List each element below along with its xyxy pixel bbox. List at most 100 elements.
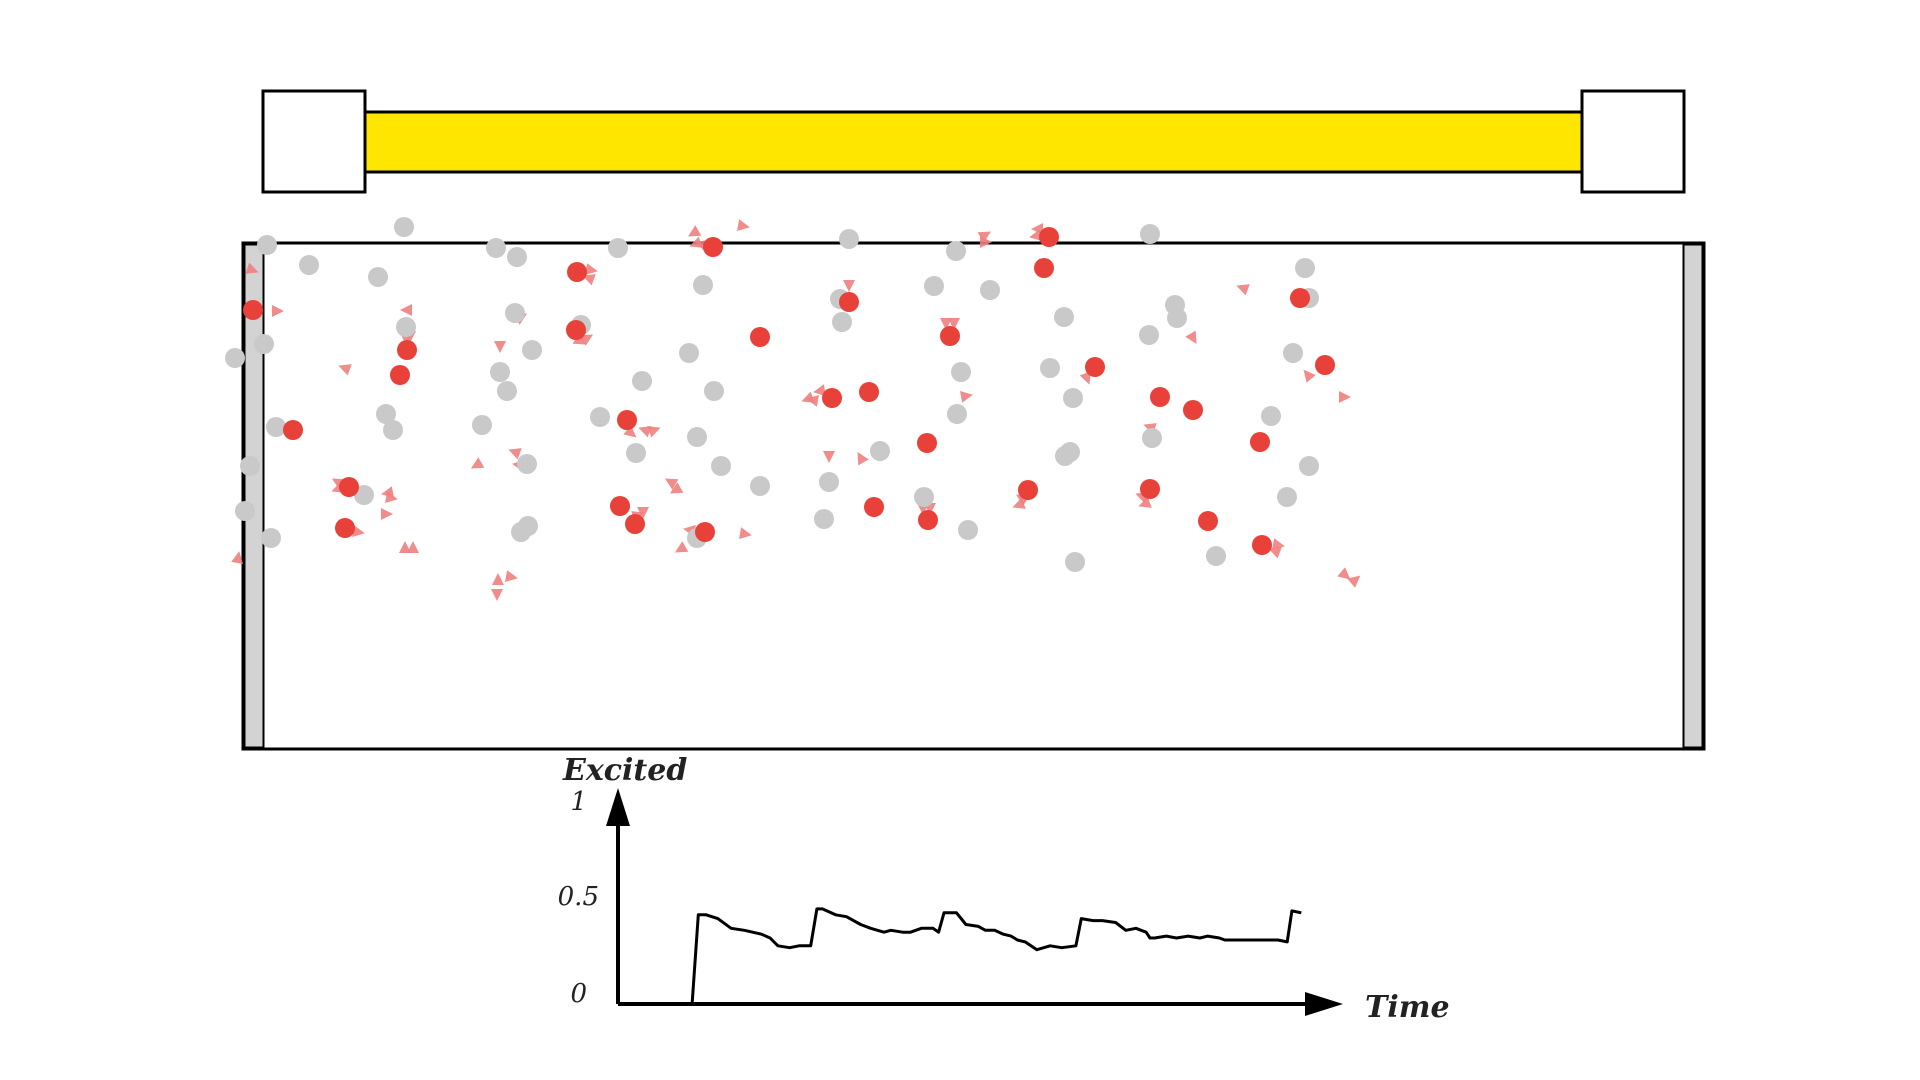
photon-marker	[399, 541, 411, 553]
excited-state-particle	[283, 420, 303, 440]
ground-state-particle	[687, 427, 707, 447]
excited-state-particle	[1018, 480, 1038, 500]
photon-marker	[664, 478, 679, 490]
excited-state-particle	[703, 237, 723, 257]
excited-state-particle	[1252, 535, 1272, 555]
ground-state-particle	[472, 415, 492, 435]
photon-marker	[960, 390, 973, 403]
excited-state-particle	[1290, 288, 1310, 308]
photon-marker	[1012, 497, 1026, 509]
excited-state-particle	[566, 320, 586, 340]
excited-state-particle	[750, 327, 770, 347]
ground-state-particle	[507, 247, 527, 267]
excited-state-particle	[1250, 432, 1270, 452]
photon-marker	[492, 573, 504, 585]
excited-state-particle	[610, 496, 630, 516]
photon-marker	[1347, 575, 1361, 588]
gain-chamber	[225, 217, 1706, 751]
ground-state-particle	[261, 528, 281, 548]
ground-state-particle	[486, 238, 506, 258]
photon-marker	[579, 334, 594, 346]
excited-state-particle	[1039, 227, 1059, 247]
ground-state-particle	[608, 238, 628, 258]
photon-marker	[385, 491, 398, 504]
photon-marker	[647, 426, 661, 438]
photon-marker	[1337, 567, 1351, 580]
ground-state-particle	[1295, 258, 1315, 278]
ground-state-particle	[924, 276, 944, 296]
photon-marker	[1339, 391, 1351, 403]
y-tick-label-bottom: 0	[570, 979, 587, 1009]
excited-state-particles	[243, 227, 1335, 555]
photon-marker	[737, 219, 750, 232]
excited-state-particle	[822, 388, 842, 408]
photon-marker	[623, 425, 637, 438]
ground-state-particle	[632, 371, 652, 391]
photon-marker	[948, 318, 960, 330]
excited-state-particle	[864, 497, 884, 517]
photon-marker	[977, 231, 992, 243]
excited-state-particle	[625, 514, 645, 534]
excited-state-particle	[917, 433, 937, 453]
excited-state-particle	[617, 410, 637, 430]
excited-state-particle	[1315, 355, 1335, 375]
ground-state-particle	[590, 407, 610, 427]
ground-state-particle	[383, 420, 403, 440]
ground-state-particle	[914, 487, 934, 507]
ground-state-particle	[511, 522, 531, 542]
ground-state-particle	[490, 362, 510, 382]
chamber-box	[241, 241, 1706, 751]
excited-state-particle	[1085, 357, 1105, 377]
ground-state-particle	[1142, 428, 1162, 448]
ground-state-particle	[396, 317, 416, 337]
excited-state-particle	[1198, 511, 1218, 531]
photon-marker	[1138, 496, 1152, 508]
photon-marker	[491, 589, 503, 601]
excited-state-particle	[1150, 387, 1170, 407]
excited-state-particle	[859, 382, 879, 402]
ground-state-particle	[711, 456, 731, 476]
excited-state-particle	[1034, 258, 1054, 278]
photon-marker	[687, 225, 702, 237]
lamp-right-electrode	[1580, 89, 1686, 194]
left-mirror	[243, 243, 265, 749]
photon-marker	[582, 274, 596, 286]
photon-marker	[231, 551, 244, 564]
photon-marker	[338, 364, 352, 376]
photon-marker	[1236, 284, 1250, 296]
excited-state-particle	[335, 518, 355, 538]
photon-marker	[272, 305, 284, 317]
ground-state-particle	[235, 501, 255, 521]
ground-state-particle	[257, 235, 277, 255]
ground-state-particle	[368, 267, 388, 287]
photon-marker	[813, 384, 826, 397]
y-tick-label-top: 1	[570, 787, 587, 817]
photon-marker	[508, 448, 522, 460]
y-tick-label-mid: 0.5	[558, 882, 599, 912]
ground-state-particle	[693, 275, 713, 295]
ground-state-particle	[958, 520, 978, 540]
photon-marker	[739, 527, 752, 540]
ground-state-particle	[497, 381, 517, 401]
excited-state-particle	[243, 300, 263, 320]
ground-state-particle	[839, 229, 859, 249]
ground-state-particle	[354, 485, 374, 505]
excited-state-particle	[567, 262, 587, 282]
ground-state-particle	[1283, 343, 1303, 363]
ground-state-particle	[240, 456, 260, 476]
ground-state-particle	[1277, 487, 1297, 507]
excited-state-particle	[339, 477, 359, 497]
photon-marker	[1079, 371, 1091, 385]
ground-state-particle	[1065, 552, 1085, 572]
ground-state-particle	[1139, 325, 1159, 345]
photon-marker	[245, 262, 259, 274]
ground-state-particle	[819, 472, 839, 492]
ground-state-particle	[1040, 358, 1060, 378]
photon-marker	[1185, 330, 1197, 345]
lamp-left-electrode	[261, 89, 367, 194]
photon-marker	[400, 304, 412, 316]
photon-marker	[674, 541, 689, 553]
photon-marker	[585, 263, 598, 276]
ground-state-particle	[951, 362, 971, 382]
